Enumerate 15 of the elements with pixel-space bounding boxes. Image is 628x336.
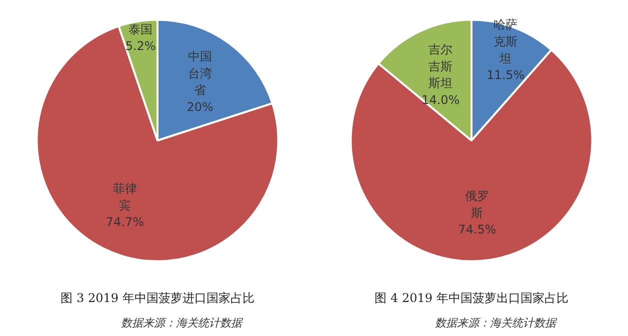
- data-label: 11.5%: [486, 68, 525, 82]
- slice-label: 泰国: [128, 22, 153, 36]
- data-label: 14.0%: [422, 93, 460, 108]
- data-label: 20%: [186, 100, 214, 114]
- text: 图 4 2019 年中国菠萝出口国家占比: [374, 290, 568, 305]
- slice-label: 吉尔吉斯斯坦: [428, 42, 453, 90]
- slice-label: 菲律宾: [112, 182, 137, 212]
- slice-label: 俄罗斯: [465, 189, 490, 220]
- data-label: 74.5%: [458, 222, 496, 237]
- text: 图 3 2019 年中国菠萝进口国家占比: [60, 290, 254, 305]
- data-label: 74.7%: [106, 215, 144, 230]
- source-note: 数据来源：海关统计数据: [435, 316, 558, 330]
- data-label: 5.2%: [125, 39, 156, 54]
- source-note: 数据来源：海关统计数据: [121, 316, 244, 330]
- slice-label: 中国台湾省: [188, 50, 212, 98]
